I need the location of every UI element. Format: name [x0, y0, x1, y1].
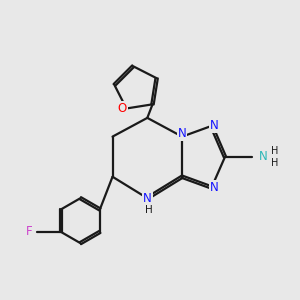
- Text: N: N: [143, 192, 152, 205]
- Text: H: H: [271, 146, 278, 155]
- Text: N: N: [259, 151, 268, 164]
- Text: N: N: [178, 128, 187, 140]
- Text: O: O: [118, 102, 127, 115]
- Text: N: N: [210, 119, 219, 132]
- Text: N: N: [210, 181, 219, 194]
- Text: F: F: [26, 225, 32, 239]
- Text: H: H: [145, 205, 152, 215]
- Text: H: H: [271, 158, 278, 168]
